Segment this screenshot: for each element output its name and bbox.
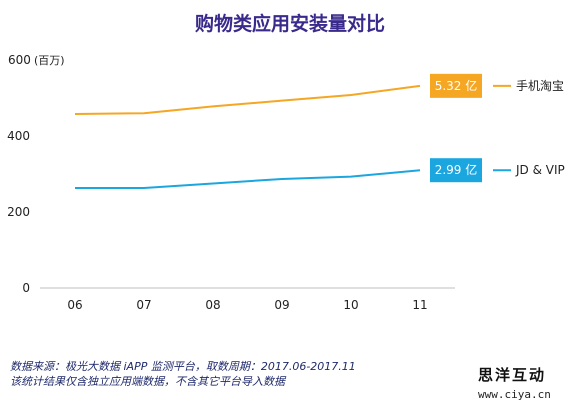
chart-title: 购物类应用安装量对比 [195,12,385,35]
source-line-2: 该统计结果仅含独立应用端数据，不含其它平台导入数据 [10,375,287,388]
x-tick-07: 07 [136,298,151,312]
x-tick-09: 09 [274,298,289,312]
y-tick-200: 200 [7,205,30,219]
y-tick-600: 600 [8,53,31,67]
end-label-text-0: 5.32 亿 [435,78,478,93]
series-line-1 [75,169,421,190]
series-group [74,84,421,190]
x-tick-11: 11 [412,298,427,312]
source-line-1: 数据来源：极光大数据 iAPP 监测平台，取数周期：2017.06-2017.1… [10,360,356,373]
watermark-url: www.ciya.cn [478,388,551,401]
y-tick-400: 400 [7,129,30,143]
legend-label-1: JD & VIP [515,163,565,177]
watermark-name: 思洋互动 [478,366,546,384]
end-label-badge-0 [430,73,482,98]
x-axis-ticks: 06 07 08 09 10 11 [67,298,427,312]
y-axis-unit: (百万) [34,54,65,67]
legend-label-0: 手机淘宝 [516,79,564,93]
y-tick-0: 0 [22,281,30,295]
end-label-text-1: 2.99 亿 [435,162,478,177]
series-line-0 [74,84,421,115]
x-tick-06: 06 [67,298,82,312]
legend: 5.32 亿 手机淘宝 2.99 亿 JD & VIP [430,73,565,183]
x-tick-08: 08 [205,298,220,312]
y-axis-ticks: 0 200 400 [7,129,30,295]
x-tick-10: 10 [343,298,358,312]
end-label-badge-1 [430,158,482,183]
